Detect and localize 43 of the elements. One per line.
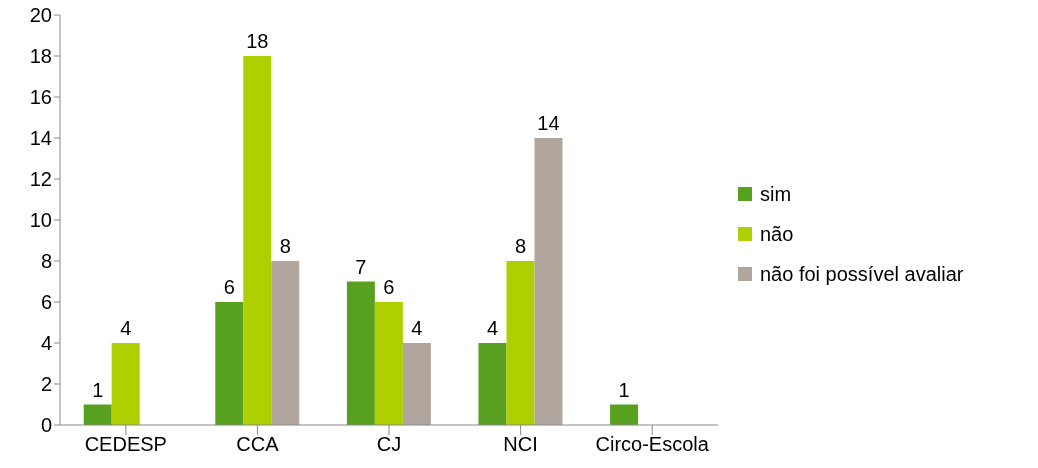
legend-label: não bbox=[760, 222, 794, 247]
y-tick-label: 8 bbox=[40, 250, 52, 273]
y-tick-label: 2 bbox=[40, 373, 52, 396]
x-tick-label: Circo-Escola bbox=[595, 433, 710, 456]
y-tick-label: 12 bbox=[29, 168, 52, 191]
data-label: 4 bbox=[411, 317, 423, 339]
data-label: 4 bbox=[486, 317, 499, 339]
data-label: 1 bbox=[92, 378, 104, 401]
bar bbox=[506, 261, 535, 425]
data-label: 7 bbox=[355, 255, 367, 278]
data-label: 18 bbox=[246, 30, 269, 52]
y-tick-label: 6 bbox=[40, 291, 52, 314]
x-tick-label: CCA bbox=[236, 433, 280, 456]
x-tick-label: CJ bbox=[376, 433, 402, 456]
bar bbox=[83, 404, 112, 425]
data-label: 1 bbox=[618, 378, 630, 401]
bar bbox=[346, 281, 375, 425]
data-label: 8 bbox=[514, 235, 527, 257]
y-tick-label: 14 bbox=[29, 127, 52, 150]
bar bbox=[243, 56, 272, 425]
y-tick-label: 18 bbox=[29, 45, 52, 68]
y-tick-label: 0 bbox=[40, 414, 52, 437]
y-tick-label: 20 bbox=[29, 4, 52, 27]
data-label: 14 bbox=[537, 112, 560, 134]
y-tick-label: 4 bbox=[40, 332, 52, 355]
bar bbox=[215, 302, 244, 425]
x-tick-label: CEDESP bbox=[84, 433, 167, 456]
bar bbox=[402, 343, 431, 425]
data-label: 8 bbox=[279, 235, 291, 257]
bar bbox=[111, 343, 140, 425]
bar bbox=[610, 404, 639, 425]
bar bbox=[271, 261, 300, 425]
bar bbox=[478, 343, 507, 425]
x-tick-label: NCI bbox=[503, 433, 538, 456]
data-label: 6 bbox=[383, 276, 395, 298]
bar bbox=[534, 138, 563, 425]
legend-label: não foi possível avaliar bbox=[760, 262, 964, 287]
y-tick-label: 16 bbox=[29, 86, 52, 109]
bar bbox=[374, 302, 403, 425]
data-label: 4 bbox=[120, 317, 132, 339]
legend-label: sim bbox=[760, 182, 792, 207]
y-tick-label: 10 bbox=[29, 209, 52, 232]
data-label: 6 bbox=[223, 276, 235, 298]
